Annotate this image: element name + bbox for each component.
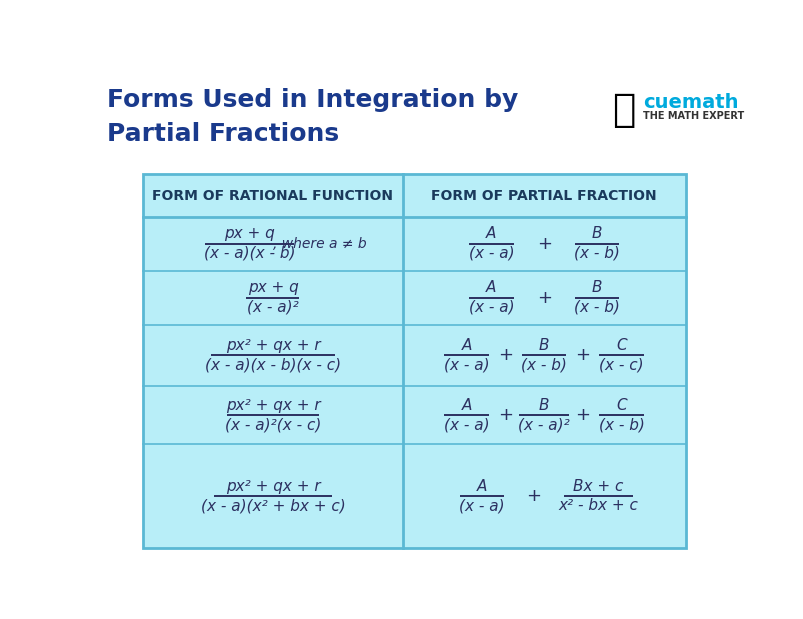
Text: A: A — [486, 280, 496, 295]
Text: (x - a): (x - a) — [443, 358, 489, 373]
Text: A: A — [461, 338, 471, 353]
Bar — [143, 175, 685, 548]
Text: +: + — [536, 235, 551, 253]
Text: +: + — [497, 406, 512, 424]
Text: px + q: px + q — [224, 227, 275, 241]
Text: Forms Used in Integration by: Forms Used in Integration by — [107, 88, 517, 112]
Text: , where a ≠ b: , where a ≠ b — [272, 236, 366, 251]
Text: B: B — [591, 280, 601, 295]
Text: B: B — [538, 397, 548, 413]
Text: C: C — [616, 338, 626, 353]
Text: px + q: px + q — [247, 280, 298, 295]
Text: (x - c): (x - c) — [598, 358, 643, 373]
Text: (x - a)²(x - c): (x - a)²(x - c) — [225, 417, 320, 432]
Text: px² + qx + r: px² + qx + r — [226, 338, 320, 353]
Text: (x - a)(x - b): (x - a)(x - b) — [204, 246, 295, 261]
Text: +: + — [525, 487, 540, 505]
Text: (x - b): (x - b) — [573, 300, 619, 315]
Text: 🚀: 🚀 — [611, 91, 634, 129]
Text: (x - b): (x - b) — [520, 358, 566, 373]
Text: B: B — [538, 338, 548, 353]
Text: Partial Fractions: Partial Fractions — [107, 122, 338, 146]
Text: cuemath: cuemath — [642, 93, 738, 112]
Text: (x - a)²: (x - a)² — [518, 417, 569, 432]
Text: (x - a): (x - a) — [468, 300, 514, 315]
Text: (x - a): (x - a) — [468, 246, 514, 261]
Text: (x - b): (x - b) — [598, 417, 644, 432]
Text: +: + — [575, 406, 589, 424]
Text: C: C — [616, 397, 626, 413]
Text: x² - bx + c: x² - bx + c — [558, 498, 638, 513]
Text: +: + — [575, 346, 589, 365]
Text: px² + qx + r: px² + qx + r — [226, 397, 320, 413]
Text: A: A — [476, 478, 487, 493]
Text: FORM OF PARTIAL FRACTION: FORM OF PARTIAL FRACTION — [431, 189, 656, 202]
Text: Bx + c: Bx + c — [573, 478, 623, 493]
Text: (x - a): (x - a) — [459, 498, 504, 513]
Text: A: A — [486, 227, 496, 241]
Text: px² + qx + r: px² + qx + r — [226, 478, 320, 493]
Text: A: A — [461, 397, 471, 413]
Text: +: + — [536, 288, 551, 306]
Text: B: B — [591, 227, 601, 241]
Text: (x - a)(x - b)(x - c): (x - a)(x - b)(x - c) — [205, 358, 340, 373]
Text: +: + — [497, 346, 512, 365]
Text: THE MATH EXPERT: THE MATH EXPERT — [642, 111, 744, 121]
Text: FORM OF RATIONAL FUNCTION: FORM OF RATIONAL FUNCTION — [153, 189, 393, 202]
Text: (x - a)²: (x - a)² — [247, 300, 299, 315]
Text: (x - a)(x² + bx + c): (x - a)(x² + bx + c) — [200, 498, 344, 513]
Text: (x - a): (x - a) — [443, 417, 489, 432]
Text: (x - b): (x - b) — [573, 246, 619, 261]
